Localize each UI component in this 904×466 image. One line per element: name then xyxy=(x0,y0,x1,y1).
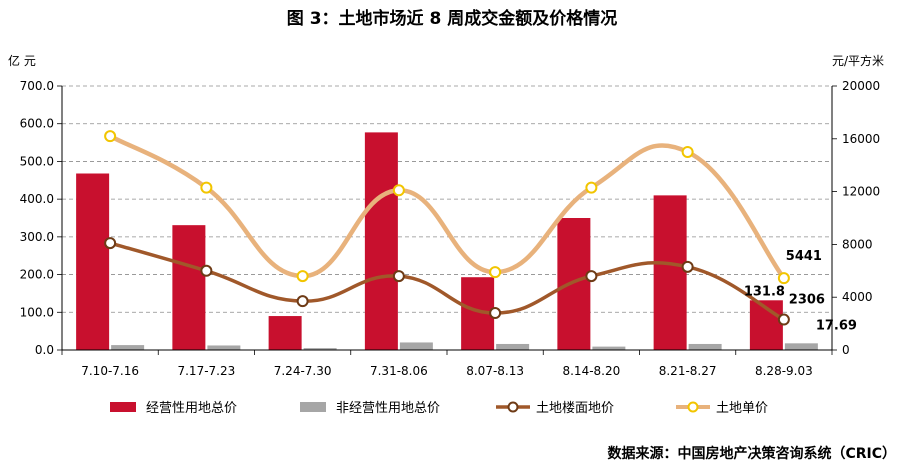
operating-land-bar xyxy=(76,173,110,350)
land-unit-price-point xyxy=(392,184,405,197)
left-axis-tick-label: 300.0 xyxy=(20,230,54,244)
operating-land-bar xyxy=(364,132,398,350)
legend-swatch xyxy=(110,402,136,412)
data-label: 5441 xyxy=(786,249,822,264)
non-operating-land-bar xyxy=(111,345,145,350)
legend-label: 土地单价 xyxy=(716,401,768,416)
left-axis-tick-label: 0.0 xyxy=(35,343,54,357)
x-axis-tick-label: 8.21-8.27 xyxy=(659,364,717,378)
land-unit-price-line xyxy=(107,133,787,281)
land-floor-price-point xyxy=(585,270,598,283)
land-floor-price-point xyxy=(681,260,694,273)
left-axis-unit: 亿 元 xyxy=(8,53,36,68)
left-axis-tick-label: 600.0 xyxy=(20,117,54,131)
x-axis-tick-label: 8.14-8.20 xyxy=(562,364,620,378)
land-unit-price-point xyxy=(489,266,502,279)
left-axis-tick-label: 400.0 xyxy=(20,192,54,206)
operating-land-bar xyxy=(172,225,206,350)
right-axis-unit: 元/平方米 xyxy=(832,53,884,68)
right-axis-tick-label: 16000 xyxy=(842,132,880,146)
land-unit-price-point xyxy=(296,270,309,283)
land-unit-price-point xyxy=(585,181,598,194)
land-floor-price-point xyxy=(392,270,405,283)
legend-marker xyxy=(687,401,699,413)
land-unit-price-point xyxy=(681,146,694,158)
bar-layer xyxy=(76,132,818,350)
chart-source: 数据来源：中国房地产决策咨询系统（CRIC） xyxy=(607,445,896,462)
legend-label: 土地楼面地价 xyxy=(536,401,614,416)
land-unit-price-point xyxy=(104,130,117,143)
axes: 0.0 100.0 200.0 300.0 400.0 500.0 600.0 700.0 0 4… xyxy=(20,79,881,378)
land-floor-price-point xyxy=(777,313,790,326)
right-axis-tick-label: 0 xyxy=(842,343,850,357)
right-axis-tick-label: 4000 xyxy=(842,290,873,304)
land-unit-price-point xyxy=(200,181,213,194)
operating-land-bar xyxy=(268,316,302,350)
data-label: 17.69 xyxy=(816,318,857,333)
legend-swatch xyxy=(300,402,326,412)
left-axis-tick-label: 500.0 xyxy=(20,154,54,168)
operating-land-bar xyxy=(653,195,687,350)
left-axis-tick-label: 200.0 xyxy=(20,268,54,282)
right-axis-tick-label: 20000 xyxy=(842,79,880,93)
non-operating-land-bar xyxy=(207,345,241,350)
data-label: 2306 xyxy=(789,293,825,308)
non-operating-land-bar xyxy=(303,348,337,350)
land-floor-price-point xyxy=(296,295,309,308)
legend: 经营性用地总价 非经营性用地总价 土地楼面地价 土地单价 xyxy=(110,401,768,416)
chart-title: 图 3：土地市场近 8 周成交金额及价格情况 xyxy=(287,8,617,29)
x-axis-tick-label: 8.07-8.13 xyxy=(466,364,524,378)
land-floor-price-point xyxy=(200,264,213,277)
non-operating-land-bar xyxy=(399,342,433,350)
land-floor-price-point xyxy=(104,237,117,250)
legend-label: 非经营性用地总价 xyxy=(336,401,440,416)
x-axis-tick-label: 8.28-9.03 xyxy=(755,364,813,378)
non-operating-land-bar xyxy=(784,343,818,350)
non-operating-land-bar xyxy=(592,346,626,350)
right-axis-tick-label: 12000 xyxy=(842,185,880,199)
land-unit-price-point xyxy=(777,272,790,285)
legend-marker xyxy=(507,401,519,413)
x-axis-tick-label: 7.24-7.30 xyxy=(274,364,332,378)
non-operating-land-bar xyxy=(688,343,722,350)
x-axis-tick-label: 7.17-7.23 xyxy=(177,364,235,378)
data-labels: 131.8 17.69 2306 5441 xyxy=(744,249,857,333)
left-axis-tick-label: 700.0 xyxy=(20,79,54,93)
data-label: 131.8 xyxy=(744,284,785,299)
line-layer xyxy=(104,130,790,326)
right-axis-tick-label: 8000 xyxy=(842,237,873,251)
legend-label: 经营性用地总价 xyxy=(146,401,237,416)
operating-land-bar xyxy=(557,218,591,350)
land-floor-price-line xyxy=(108,241,786,322)
x-axis-tick-label: 7.31-8.06 xyxy=(370,364,428,378)
x-axis-tick-label: 7.10-7.16 xyxy=(81,364,139,378)
non-operating-land-bar xyxy=(496,343,530,350)
land-floor-price-point xyxy=(489,307,502,320)
left-axis-tick-label: 100.0 xyxy=(20,305,54,319)
